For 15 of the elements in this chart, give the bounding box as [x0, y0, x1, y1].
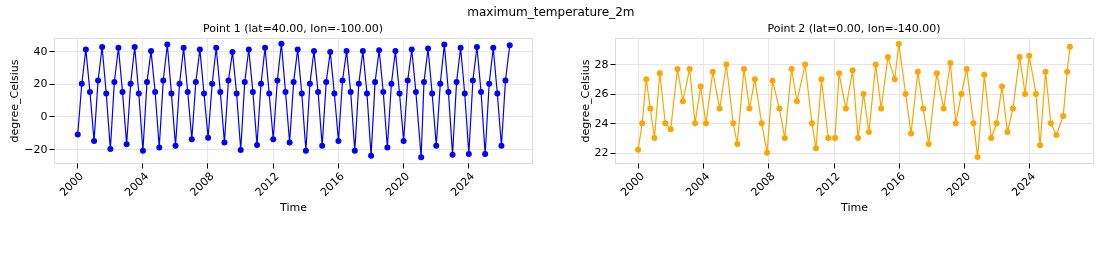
y-tick-label: 20	[33, 77, 48, 91]
y-tick-label: 24	[594, 116, 609, 130]
y-tick-label: 26	[594, 87, 609, 101]
y-axis-title: degree_Celsius	[8, 59, 22, 143]
y-axis-title: degree_Celsius	[578, 59, 592, 143]
y-tick-label: 40	[33, 44, 48, 58]
chart-title: Point 1 (lat=40.00, lon=-100.00)	[202, 22, 384, 35]
y-tick-label: 0	[40, 109, 48, 123]
y-tick-label: 22	[594, 146, 609, 160]
chart-title: Point 2 (lat=0.00, lon=-140.00)	[767, 22, 941, 35]
y-tick-label: −20	[24, 142, 48, 156]
x-axis-title: Time	[840, 201, 869, 215]
y-tick-label: 28	[594, 57, 609, 71]
x-axis-title: Time	[279, 201, 308, 215]
text: maximum_temperature_2m	[467, 4, 635, 19]
